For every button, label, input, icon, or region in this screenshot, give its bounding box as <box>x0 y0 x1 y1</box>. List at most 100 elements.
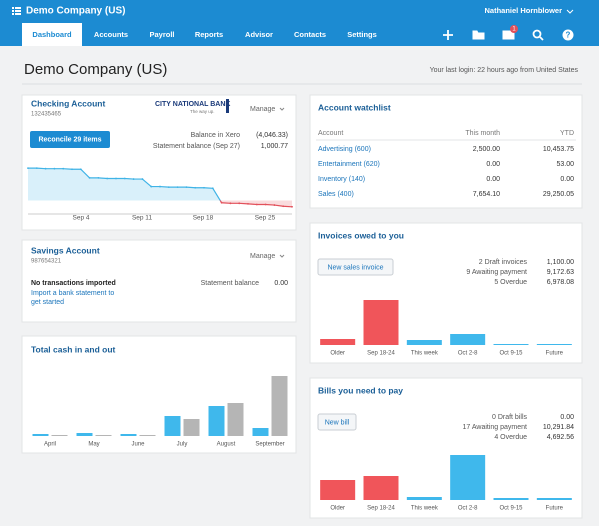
point <box>247 203 249 205</box>
point <box>27 167 29 169</box>
x-label: Sep 4 <box>73 215 90 222</box>
user-caret[interactable] <box>566 9 574 14</box>
x-label: Oct 9-15 <box>499 506 523 512</box>
cell[interactable]: Advertising (600) <box>318 146 371 153</box>
nav-tab[interactable]: Contacts <box>294 30 326 39</box>
manage[interactable]: Manage <box>250 253 275 260</box>
add-icon[interactable] <box>443 30 453 40</box>
help-icon[interactable] <box>562 29 574 41</box>
x-label: Oct 2-8 <box>458 351 478 357</box>
point <box>159 185 161 188</box>
nav-tab[interactable]: Settings <box>347 30 377 39</box>
point <box>35 167 38 169</box>
nav-tab[interactable]: Reports <box>195 30 223 39</box>
x-label: Sep 18-24 <box>367 351 395 357</box>
account-number: 132435465 <box>31 112 62 118</box>
cash-card <box>21 335 297 454</box>
summary-label: 17 Awaiting payment <box>463 424 528 431</box>
nav-tab[interactable]: Accounts <box>94 30 128 39</box>
bar <box>493 498 529 500</box>
x-label: Sep 18-24 <box>367 506 395 512</box>
point <box>71 168 73 171</box>
reconcile-label[interactable]: Reconcile 29 items <box>38 136 101 143</box>
summary-value: 6,978.08 <box>547 279 574 286</box>
reconcile-button[interactable] <box>30 131 110 148</box>
point <box>150 185 153 188</box>
bar <box>139 435 156 436</box>
cell[interactable]: Entertainment (620) <box>318 161 380 168</box>
summary-value: 1,100.00 <box>547 259 574 266</box>
import-link[interactable]: get started <box>31 299 64 306</box>
point <box>44 167 47 170</box>
point <box>211 187 214 190</box>
bar <box>76 433 93 436</box>
point <box>229 202 232 205</box>
column-header: YTD <box>560 130 574 137</box>
files-icon[interactable] <box>472 30 485 40</box>
cell[interactable]: Sales (400) <box>318 191 354 198</box>
cell: 0.00 <box>560 176 574 183</box>
statement-label: Statement balance <box>201 280 259 287</box>
cell: 0.00 <box>486 176 500 183</box>
org-name[interactable]: Demo Company (US) <box>26 6 125 17</box>
card-title: Bills you need to pay <box>318 385 403 395</box>
menu-icon[interactable] <box>12 7 21 15</box>
nav-icons[interactable] <box>443 29 574 41</box>
bar <box>320 339 356 345</box>
balance-label: Balance in Xero <box>191 132 241 139</box>
point <box>238 202 241 205</box>
point <box>273 204 276 206</box>
bar <box>320 480 356 500</box>
bar <box>493 344 529 345</box>
top-bar <box>0 0 599 46</box>
point <box>264 203 267 206</box>
import-link[interactable]: Import a bank statement to <box>31 290 114 297</box>
bar <box>536 344 572 345</box>
x-label: Sep 18 <box>193 215 214 222</box>
bar <box>32 434 49 436</box>
summary-value: 4,692.56 <box>547 434 574 441</box>
bank-logo-mark <box>226 99 229 113</box>
summary-label: 0 Draft bills <box>492 414 528 421</box>
x-label: This week <box>411 506 439 512</box>
x-label: Sep 25 <box>255 215 276 222</box>
last-login: Your last login: 22 hours ago from Unite… <box>430 67 579 74</box>
active-tab[interactable] <box>22 23 82 46</box>
bar <box>120 434 137 436</box>
new-bill-button[interactable] <box>317 413 357 431</box>
button-label[interactable]: New sales invoice <box>327 264 383 271</box>
search-icon[interactable] <box>532 29 542 39</box>
card-title[interactable]: Savings Account <box>31 245 100 255</box>
card-title[interactable]: Checking Account <box>31 98 105 108</box>
point <box>185 186 188 189</box>
nav-tab[interactable]: Payroll <box>149 30 174 39</box>
cell: 53.00 <box>556 161 574 168</box>
caret[interactable] <box>279 107 285 111</box>
point <box>255 203 258 206</box>
mail-icon[interactable] <box>502 30 515 40</box>
savings-card <box>21 239 297 323</box>
statement-value: 1,000.77 <box>261 143 288 150</box>
bar <box>252 428 269 436</box>
invoices-card <box>309 222 583 364</box>
card-title: Account watchlist <box>318 102 391 112</box>
point <box>53 167 56 170</box>
new-invoice-button[interactable] <box>317 258 394 276</box>
bar <box>406 340 442 345</box>
statement-label: Statement balance (Sep 27) <box>153 143 240 150</box>
cell: 10,453.75 <box>543 146 574 153</box>
button-label[interactable]: New bill <box>325 419 350 426</box>
point <box>62 167 65 170</box>
bar <box>536 498 572 500</box>
manage[interactable]: Manage <box>250 106 275 113</box>
bar <box>406 497 442 500</box>
user-name[interactable]: Nathaniel Hornblower <box>484 6 562 15</box>
point <box>141 178 144 180</box>
caret[interactable] <box>279 254 285 258</box>
point <box>291 205 293 208</box>
watchlist-card <box>309 94 583 209</box>
nav-tab[interactable]: Advisor <box>245 30 273 39</box>
cell[interactable]: Inventory (140) <box>318 176 365 183</box>
nav-tab[interactable]: Dashboard <box>32 30 72 39</box>
x-label: June <box>131 442 145 448</box>
